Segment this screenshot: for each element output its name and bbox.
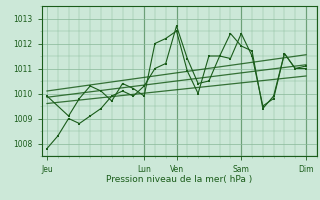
X-axis label: Pression niveau de la mer( hPa ): Pression niveau de la mer( hPa ) (106, 175, 252, 184)
